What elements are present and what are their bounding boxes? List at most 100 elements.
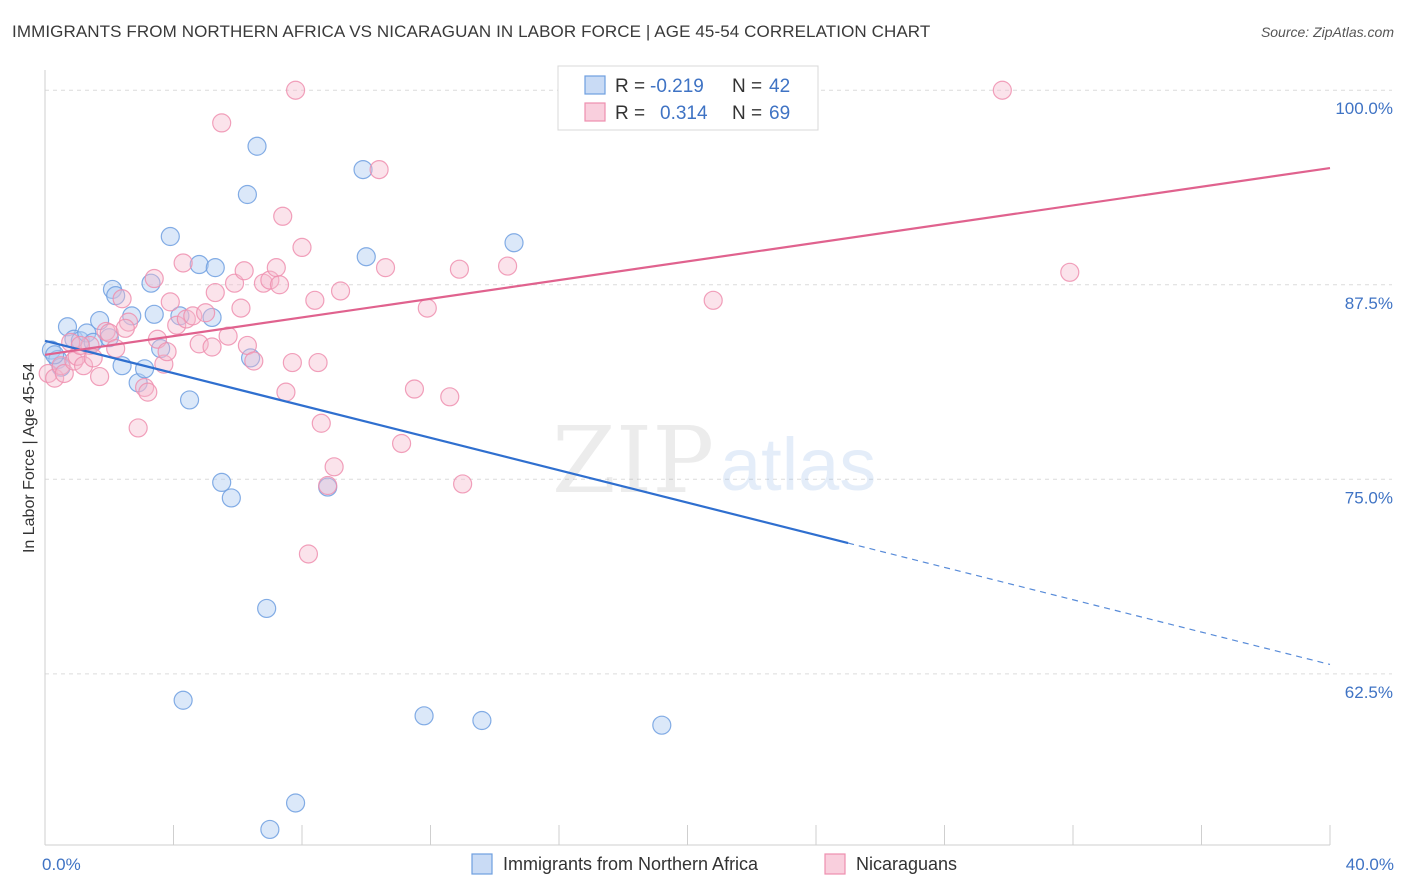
trendline-nicaraguans [44, 166, 1331, 356]
nicaraguans-point-63 [1060, 262, 1080, 282]
nicaraguans-point-57 [440, 387, 460, 407]
bottom-legend-label-nicaraguans: Nicaraguans [856, 854, 957, 874]
nicaraguans-point-46 [305, 290, 325, 310]
northern-africa-point-27 [241, 348, 261, 368]
northern-africa-point-25 [221, 488, 241, 508]
nicaraguans-point-49 [318, 475, 338, 496]
bottom-legend-swatch-northern-africa [471, 853, 493, 875]
legend-n-value-1: 69 [769, 103, 790, 124]
nicaraguans-point-23 [167, 315, 187, 335]
x-tick-label-1: 40.0% [1346, 855, 1394, 874]
nicaraguans-point-68 [269, 275, 290, 295]
grid-lines [45, 89, 1392, 675]
northern-africa-point-38 [652, 715, 672, 735]
trendlines [44, 166, 1331, 666]
nicaraguans-point-38 [260, 270, 280, 290]
nicaraguans-point-22 [160, 292, 180, 312]
legend-r-value-1: 0.314 [660, 103, 708, 124]
nicaraguans-point-36 [244, 351, 264, 371]
northern-africa-point-26 [237, 184, 257, 205]
northern-africa-point-39 [173, 690, 193, 710]
northern-africa-point-30 [260, 819, 280, 840]
bottom-legend-swatch-nicaraguans [824, 853, 846, 875]
trendline-northern-africa [44, 339, 849, 545]
y-tick-label-2: 75.0% [1345, 488, 1393, 507]
axes [44, 70, 1331, 846]
legend-n-label-0: N = [732, 76, 762, 97]
legend-r-label-0: R = [615, 76, 645, 97]
legend-swatch-nicaraguans [584, 102, 606, 122]
nicaraguans-point-24 [173, 253, 193, 273]
data-points [38, 80, 1080, 840]
nicaraguans-point-7 [73, 356, 94, 376]
northern-africa-point-29 [257, 598, 277, 619]
nicaraguans-point-43 [285, 80, 306, 100]
y-tick-label-1: 87.5% [1345, 294, 1393, 313]
nicaraguans-point-13 [106, 338, 126, 359]
nicaraguans-point-28 [196, 303, 216, 323]
northern-africa-point-24 [212, 472, 232, 492]
tick-labels: 100.0% 87.5% 75.0% 62.5% 0.0% 40.0% [42, 99, 1394, 874]
nicaraguans-point-58 [449, 259, 470, 279]
nicaraguans-point-60 [498, 256, 518, 276]
nicaraguans-point-41 [276, 382, 296, 402]
source-label: Source: ZipAtlas.com [1260, 24, 1394, 40]
nicaraguans-point-50 [324, 457, 344, 477]
nicaraguans-point-19 [144, 268, 164, 289]
chart-title: IMMIGRANTS FROM NORTHERN AFRICA VS NICAR… [12, 22, 931, 41]
bottom-legend: Immigrants from Northern Africa Nicaragu… [471, 853, 957, 875]
nicaraguans-point-30 [205, 282, 225, 303]
nicaraguans-point-66 [157, 342, 177, 362]
nicaraguans-point-47 [308, 352, 328, 373]
nicaraguans-point-67 [234, 261, 254, 281]
nicaraguans-point-54 [391, 433, 412, 454]
y-axis-label: In Labor Force | Age 45-54 [21, 363, 38, 553]
legend-r-value-0: -0.219 [650, 76, 704, 97]
nicaraguans-point-65 [115, 318, 135, 338]
northern-africa-point-36 [472, 710, 492, 731]
legend-n-label-1: N = [732, 103, 762, 124]
legend-swatch-northern-africa [584, 75, 606, 95]
northern-africa-point-37 [504, 233, 524, 253]
nicaraguans-point-48 [311, 413, 331, 433]
northern-africa-point-23 [205, 258, 225, 278]
northern-africa-point-28 [247, 136, 267, 156]
nicaraguans-point-51 [330, 281, 351, 301]
watermark-atlas: atlas [720, 423, 876, 506]
nicaraguans-point-52 [369, 159, 389, 180]
bottom-legend-label-northern-africa: Immigrants from Northern Africa [503, 854, 759, 874]
nicaraguans-point-59 [453, 474, 473, 494]
legend: R = -0.219 N = 42 R = 0.314 N = 69 [557, 65, 819, 131]
nicaraguans-point-44 [292, 237, 312, 258]
nicaraguans-point-56 [417, 298, 437, 318]
nicaraguans-point-10 [90, 366, 110, 387]
nicaraguans-point-18 [138, 382, 158, 402]
legend-n-value-0: 42 [769, 76, 790, 97]
nicaraguans-point-16 [128, 418, 148, 438]
legend-r-label-1: R = [615, 103, 645, 124]
nicaraguans-point-45 [298, 544, 319, 564]
nicaraguans-point-61 [703, 290, 723, 310]
nicaraguans-point-1 [45, 368, 65, 388]
northern-africa-point-14 [134, 359, 155, 379]
nicaraguans-point-2 [51, 356, 71, 376]
nicaraguans-point-31 [212, 113, 232, 133]
nicaraguans-point-34 [231, 298, 251, 318]
northern-africa-point-6 [77, 323, 97, 343]
northern-africa-point-31 [285, 793, 306, 813]
nicaraguans-point-53 [375, 258, 396, 278]
nicaraguans-point-11 [96, 321, 116, 342]
nicaraguans-point-40 [273, 206, 293, 226]
northern-africa-point-34 [356, 247, 376, 267]
nicaraguans-point-39 [266, 258, 286, 278]
watermark-zip: ZIP [552, 407, 714, 514]
nicaraguans-point-62 [992, 80, 1012, 100]
northern-africa-point-21 [189, 254, 209, 275]
nicaraguans-point-42 [282, 352, 302, 373]
northern-africa-point-20 [179, 390, 200, 410]
northern-africa-point-16 [144, 304, 164, 324]
northern-africa-point-33 [353, 159, 373, 180]
y-tick-label-3: 62.5% [1345, 683, 1393, 702]
trendline-northern-africa-extension [847, 542, 1331, 666]
